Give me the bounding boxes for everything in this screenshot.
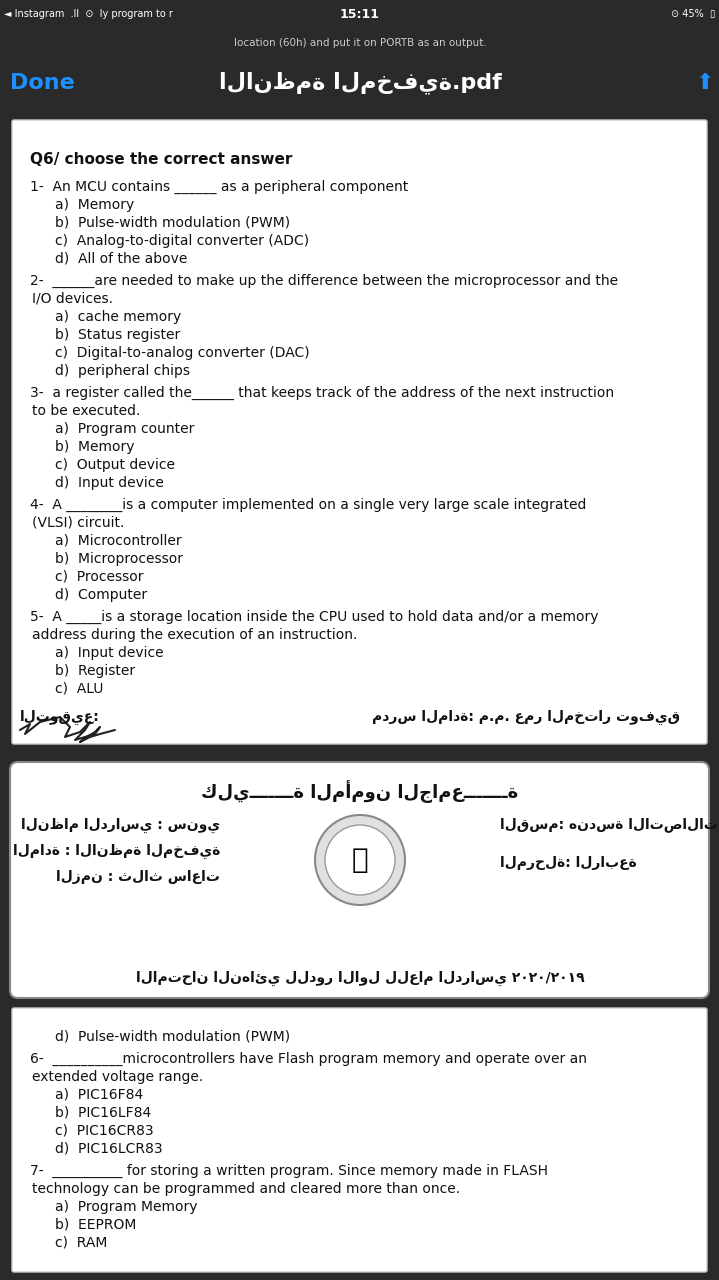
Text: Done: Done [10,73,75,93]
Text: المادة : الانظمة المخفية: المادة : الانظمة المخفية [13,844,220,859]
Text: a)  Input device: a) Input device [55,646,164,660]
Text: مدرس المادة: م.م. عمر المختار توفيق: مدرس المادة: م.م. عمر المختار توفيق [372,709,680,724]
Text: c)  Analog-to-digital converter (ADC): c) Analog-to-digital converter (ADC) [55,234,309,248]
Text: (VLSI) circuit.: (VLSI) circuit. [32,516,124,530]
Text: d)  Pulse-width modulation (PWM): d) Pulse-width modulation (PWM) [55,1030,290,1044]
Text: a)  Program Memory: a) Program Memory [55,1201,198,1213]
Text: ◄ Instagram  .ll  ⊙  ly program to r: ◄ Instagram .ll ⊙ ly program to r [4,9,173,19]
Text: address during the execution of an instruction.: address during the execution of an instr… [32,628,357,643]
Text: المرحلة: الرابعة: المرحلة: الرابعة [500,856,637,870]
Circle shape [315,815,405,905]
Text: c)  PIC16CR83: c) PIC16CR83 [55,1124,154,1138]
Text: b)  Microprocessor: b) Microprocessor [55,552,183,566]
Text: 3-  a register called the______ that keeps track of the address of the next inst: 3- a register called the______ that keep… [30,387,614,401]
Text: 2-  ______are needed to make up the difference between the microprocessor and th: 2- ______are needed to make up the diffe… [30,274,618,288]
Text: Q6/ choose the correct answer: Q6/ choose the correct answer [30,152,293,166]
Text: b)  Status register: b) Status register [55,328,180,342]
Text: الزمن : ثلاث ساعات: الزمن : ثلاث ساعات [56,870,220,884]
Text: b)  EEPROM: b) EEPROM [55,1219,137,1231]
Text: 7-  __________ for storing a written program. Since memory made in FLASH: 7- __________ for storing a written prog… [30,1164,548,1178]
Text: b)  Pulse-width modulation (PWM): b) Pulse-width modulation (PWM) [55,216,290,230]
Text: extended voltage range.: extended voltage range. [32,1070,203,1084]
Text: a)  Memory: a) Memory [55,198,134,212]
Text: 5-  A _____is a storage location inside the CPU used to hold data and/or a memor: 5- A _____is a storage location inside t… [30,611,598,625]
Text: b)  Register: b) Register [55,664,135,678]
FancyBboxPatch shape [12,120,707,744]
Text: c)  ALU: c) ALU [55,682,104,696]
Text: c)  Processor: c) Processor [55,570,144,584]
Text: I/O devices.: I/O devices. [32,292,113,306]
Text: d)  PIC16LCR83: d) PIC16LCR83 [55,1142,162,1156]
Text: النظام الدراسي : سنوي: النظام الدراسي : سنوي [21,818,220,832]
Text: التوقيع:: التوقيع: [20,709,100,724]
Text: ⬆: ⬆ [696,73,714,93]
FancyBboxPatch shape [12,1009,707,1272]
Circle shape [325,826,395,895]
Text: الامتحان النهائي للدور الاول للعام الدراسي ۲۰۲۰/۲۰۱۹: الامتحان النهائي للدور الاول للعام الدرا… [136,970,585,986]
Text: كليـــــــة المأمون الجامعـــــــة: كليـــــــة المأمون الجامعـــــــة [201,781,518,804]
Text: a)  Microcontroller: a) Microcontroller [55,534,182,548]
Text: d)  All of the above: d) All of the above [55,252,188,266]
Text: 6-  __________microcontrollers have Flash program memory and operate over an: 6- __________microcontrollers have Flash… [30,1052,587,1066]
Text: d)  peripheral chips: d) peripheral chips [55,364,190,378]
Text: d)  Computer: d) Computer [55,588,147,602]
Text: c)  RAM: c) RAM [55,1236,107,1251]
Text: ⊙ 45%  ▯: ⊙ 45% ▯ [671,9,715,19]
Text: location (60h) and put it on PORTB as an output.: location (60h) and put it on PORTB as an… [234,38,486,47]
Text: technology can be programmed and cleared more than once.: technology can be programmed and cleared… [32,1181,460,1196]
Text: 🏛: 🏛 [352,846,368,874]
Text: to be executed.: to be executed. [32,404,140,419]
Text: 4-  A ________is a computer implemented on a single very large scale integrated: 4- A ________is a computer implemented o… [30,498,587,512]
Text: الانظمة المخفية.pdf: الانظمة المخفية.pdf [219,72,501,95]
Text: b)  PIC16LF84: b) PIC16LF84 [55,1106,151,1120]
Text: c)  Digital-to-analog converter (DAC): c) Digital-to-analog converter (DAC) [55,346,310,360]
Text: c)  Output device: c) Output device [55,458,175,472]
Text: b)  Memory: b) Memory [55,440,134,454]
Text: 15:11: 15:11 [340,8,380,20]
FancyBboxPatch shape [10,762,709,998]
Text: a)  cache memory: a) cache memory [55,310,181,324]
Text: a)  PIC16F84: a) PIC16F84 [55,1088,143,1102]
Text: 1-  An MCU contains ______ as a peripheral component: 1- An MCU contains ______ as a periphera… [30,180,408,195]
Text: d)  Input device: d) Input device [55,476,164,490]
Text: القسم: هندسة الاتصالات: القسم: هندسة الاتصالات [500,818,718,832]
Text: a)  Program counter: a) Program counter [55,422,194,436]
